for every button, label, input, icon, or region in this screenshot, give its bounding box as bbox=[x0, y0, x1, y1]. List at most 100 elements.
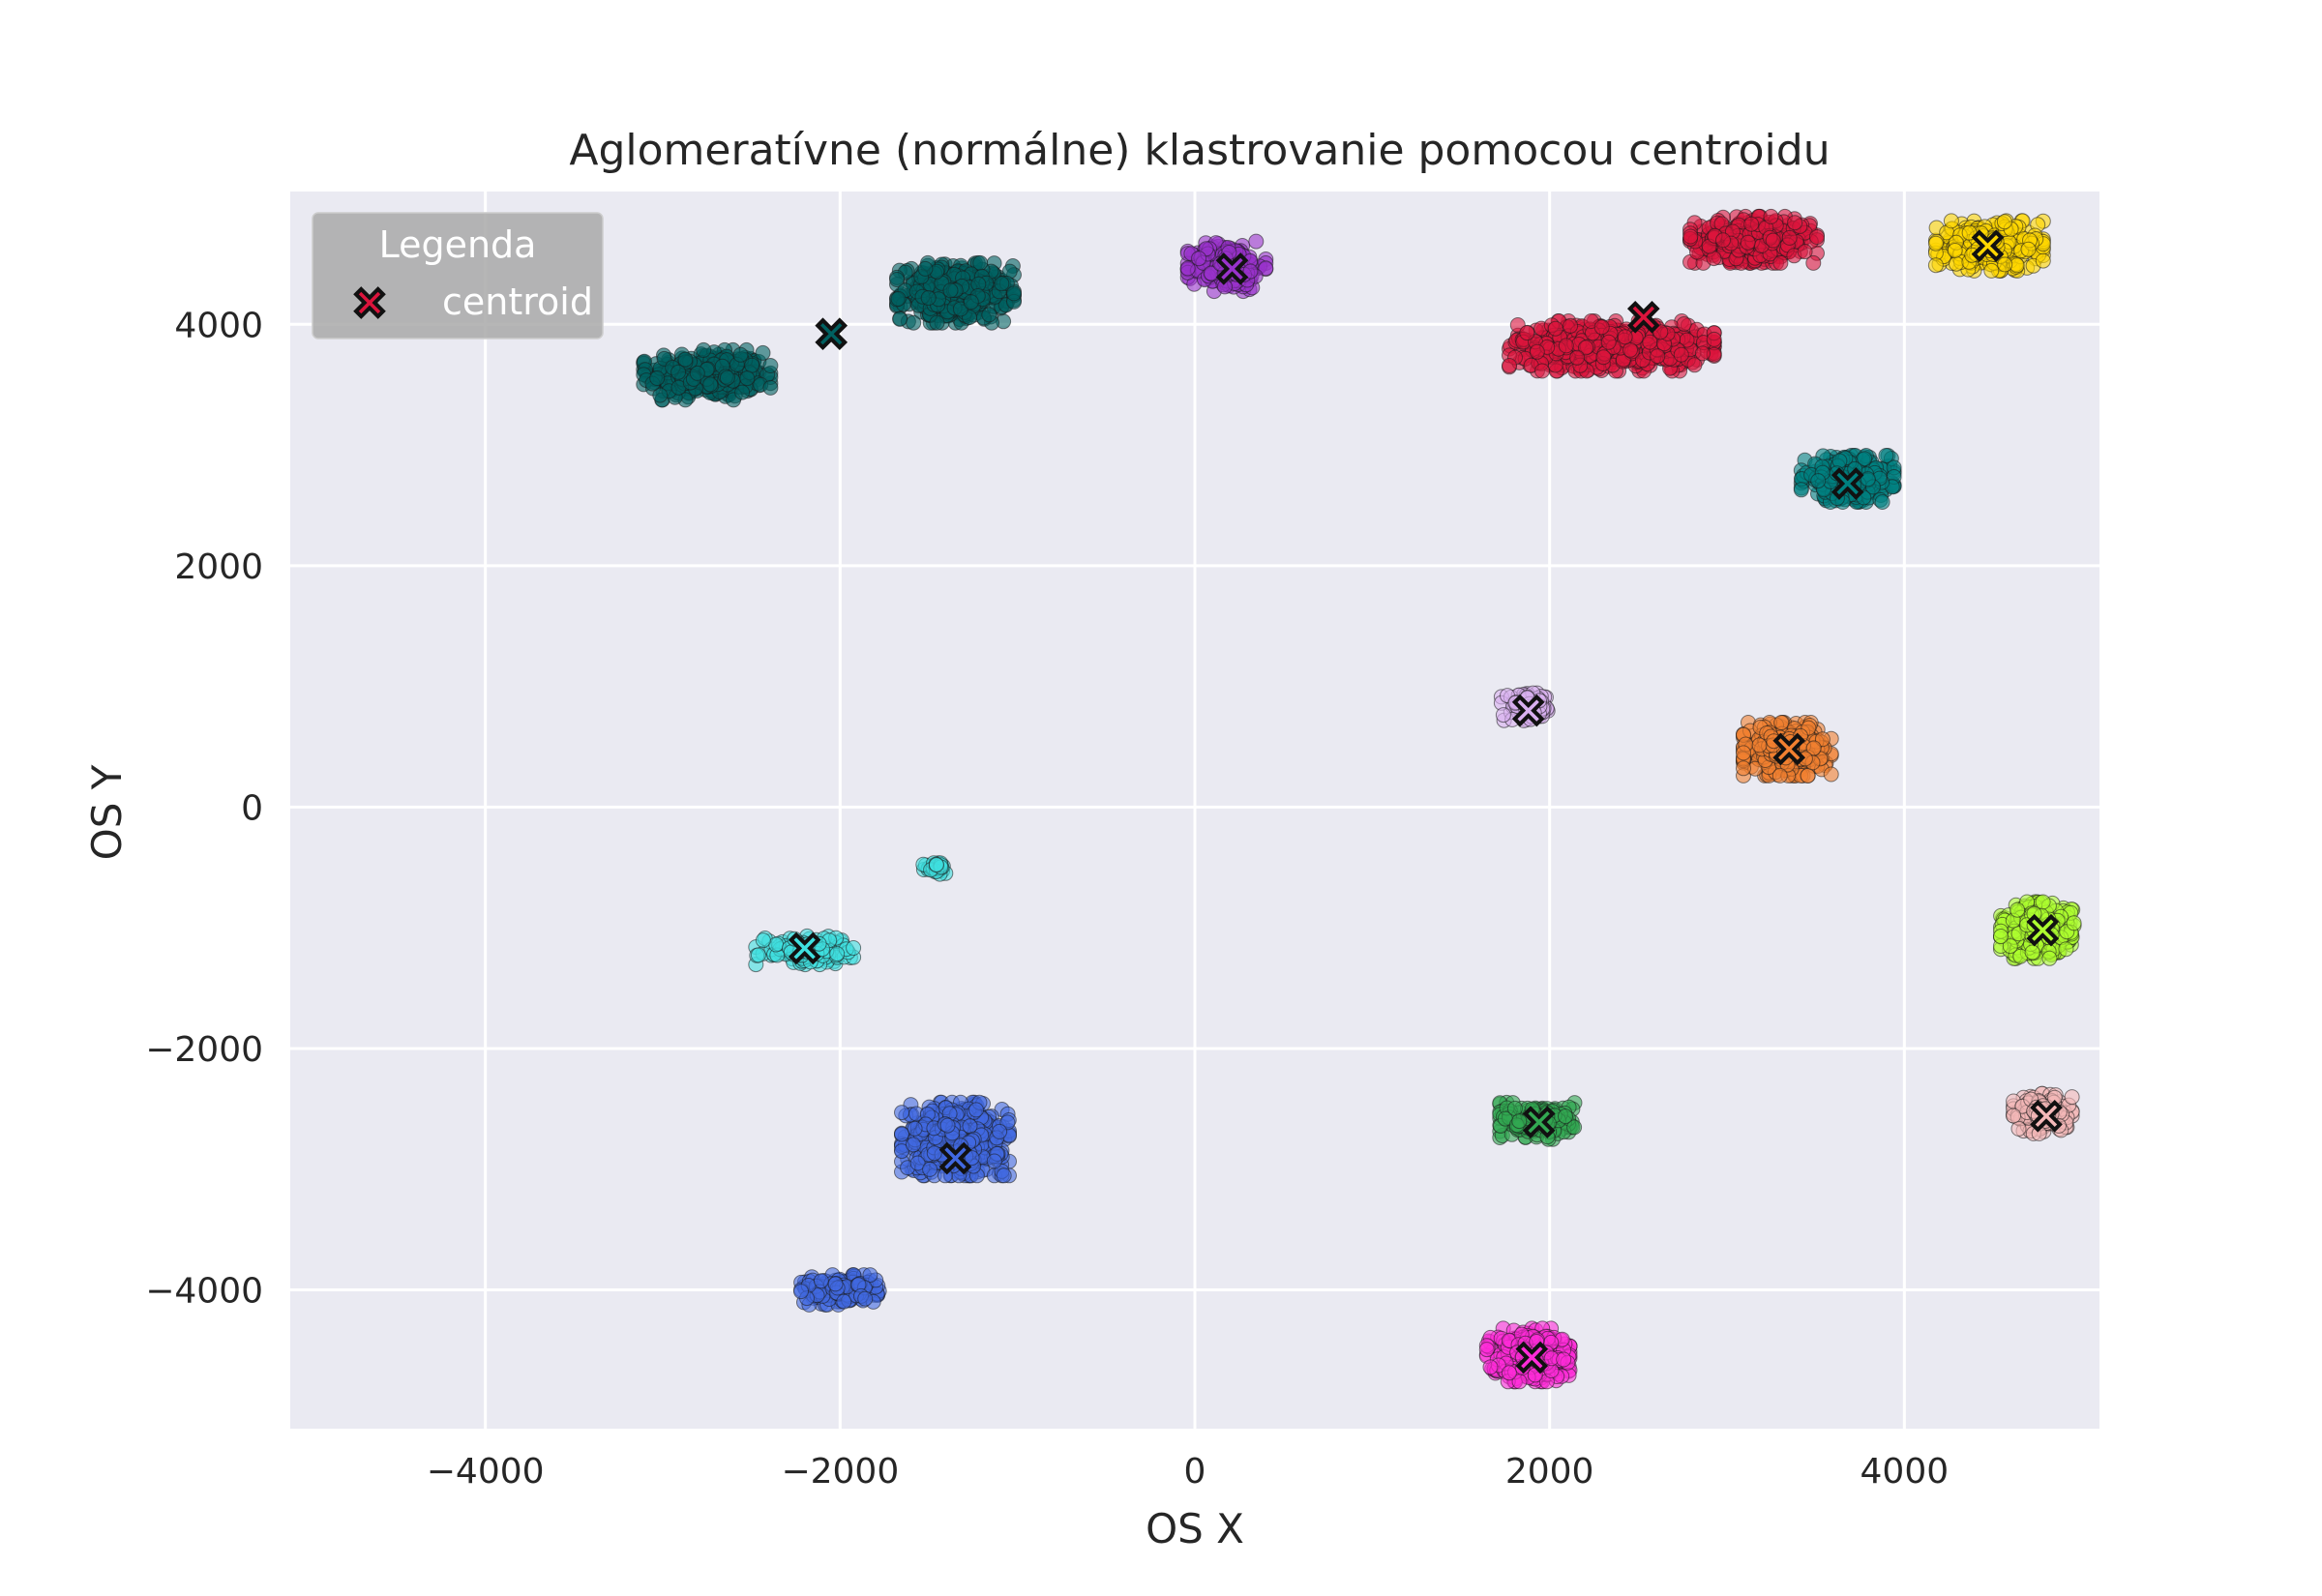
data-point bbox=[1983, 262, 2000, 279]
data-point bbox=[1805, 254, 1822, 271]
data-point bbox=[1569, 349, 1586, 366]
data-point bbox=[1673, 346, 1689, 363]
data-point bbox=[920, 290, 937, 306]
data-point bbox=[1743, 216, 1760, 232]
data-point bbox=[2009, 901, 2026, 918]
data-point bbox=[906, 1137, 921, 1153]
data-point bbox=[907, 1120, 923, 1137]
data-point bbox=[734, 384, 751, 400]
data-point bbox=[1874, 494, 1890, 510]
data-point bbox=[994, 276, 1010, 292]
data-point bbox=[696, 341, 712, 358]
data-point bbox=[1797, 244, 1813, 260]
data-point bbox=[689, 365, 705, 381]
data-point bbox=[1595, 349, 1612, 366]
data-point bbox=[2058, 941, 2074, 958]
data-point bbox=[1740, 234, 1756, 251]
data-point bbox=[892, 310, 908, 327]
data-point bbox=[1502, 358, 1517, 373]
data-point bbox=[1242, 263, 1259, 280]
data-point bbox=[1943, 213, 1959, 229]
data-point bbox=[963, 294, 979, 310]
data-point bbox=[1622, 341, 1638, 358]
data-point bbox=[1823, 766, 1839, 783]
data-point bbox=[1773, 715, 1790, 730]
data-point bbox=[1495, 707, 1511, 724]
data-point bbox=[1248, 233, 1265, 250]
data-point bbox=[846, 940, 862, 956]
data-point bbox=[744, 357, 760, 373]
data-point bbox=[1793, 482, 1809, 498]
data-point bbox=[1258, 260, 1274, 277]
chart-title: Aglomeratívne (normálne) klastrovanie po… bbox=[569, 126, 1830, 175]
data-point bbox=[1993, 929, 2009, 944]
data-point bbox=[1949, 255, 1964, 272]
data-point bbox=[996, 1167, 1012, 1184]
data-point bbox=[1787, 215, 1803, 231]
data-point bbox=[719, 369, 735, 386]
data-point bbox=[755, 932, 771, 949]
data-point bbox=[1600, 334, 1617, 350]
data-point bbox=[1706, 331, 1722, 347]
data-point bbox=[1179, 260, 1196, 277]
data-point bbox=[939, 1117, 956, 1134]
data-point bbox=[2041, 950, 2058, 966]
data-point bbox=[1736, 745, 1751, 761]
data-point bbox=[1927, 235, 1944, 251]
data-point bbox=[1563, 317, 1579, 334]
data-point bbox=[649, 370, 666, 386]
data-point bbox=[750, 947, 766, 963]
data-point bbox=[829, 946, 846, 962]
data-point bbox=[677, 351, 694, 368]
data-point bbox=[1765, 232, 1781, 249]
data-point bbox=[755, 344, 771, 361]
data-point bbox=[1558, 338, 1574, 354]
data-point bbox=[1736, 760, 1751, 777]
data-point bbox=[857, 1290, 874, 1307]
data-point bbox=[793, 1284, 809, 1300]
data-point bbox=[1947, 243, 1963, 258]
data-point bbox=[1878, 448, 1894, 463]
data-point bbox=[917, 260, 934, 277]
data-point bbox=[732, 346, 749, 363]
data-point bbox=[2066, 915, 2082, 931]
data-point bbox=[981, 307, 997, 323]
data-point bbox=[1694, 345, 1711, 362]
data-point bbox=[1927, 257, 1944, 274]
data-point bbox=[702, 376, 719, 393]
data-point bbox=[762, 379, 779, 396]
data-point bbox=[1860, 471, 1876, 488]
data-point bbox=[1650, 348, 1666, 365]
data-point bbox=[1593, 319, 1610, 336]
data-point bbox=[894, 1105, 909, 1121]
data-point bbox=[906, 314, 922, 331]
data-point bbox=[836, 1293, 852, 1310]
data-point bbox=[929, 857, 944, 873]
data-point bbox=[1809, 229, 1825, 245]
data-point bbox=[942, 282, 959, 299]
data-point bbox=[1006, 285, 1022, 302]
data-point bbox=[1772, 254, 1789, 271]
data-point bbox=[922, 1161, 938, 1177]
data-point bbox=[813, 1273, 829, 1289]
data-point bbox=[894, 1126, 909, 1142]
data-point bbox=[670, 364, 687, 380]
data-point bbox=[1676, 316, 1692, 332]
plot-area bbox=[290, 192, 2099, 1429]
data-point bbox=[1996, 214, 2012, 230]
data-point bbox=[1529, 343, 1545, 360]
data-point bbox=[762, 358, 779, 373]
data-point bbox=[926, 1145, 942, 1162]
data-point bbox=[1763, 208, 1779, 224]
data-point bbox=[929, 314, 945, 331]
data-point bbox=[1617, 329, 1633, 345]
data-point bbox=[1800, 767, 1816, 783]
data-point bbox=[1771, 767, 1788, 783]
data-point bbox=[827, 1276, 844, 1292]
grid bbox=[290, 192, 2099, 1429]
data-point bbox=[986, 1153, 1002, 1169]
data-point bbox=[2035, 252, 2051, 269]
data-point bbox=[889, 272, 905, 287]
data-point bbox=[1191, 251, 1207, 267]
